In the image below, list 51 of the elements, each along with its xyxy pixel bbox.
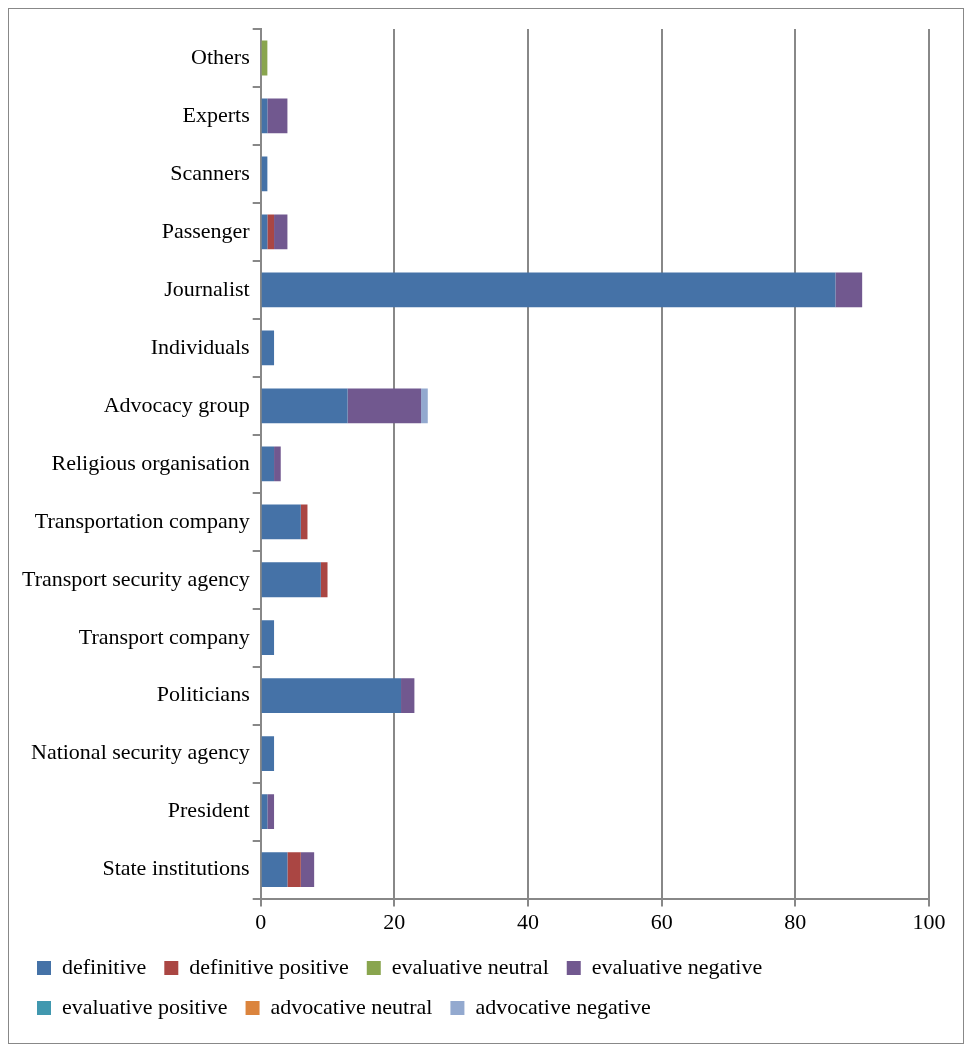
bar — [261, 330, 275, 366]
y-tick-label: Religious organisation — [51, 449, 250, 475]
bar — [274, 214, 288, 250]
y-tick-label: Passenger — [161, 217, 251, 243]
bar — [261, 736, 275, 772]
legend-label: evaluative positive — [62, 993, 228, 1019]
bar — [320, 562, 328, 598]
y-tick-label: Others — [191, 43, 250, 69]
legend-label: evaluative neutral — [391, 953, 549, 979]
bar — [261, 678, 402, 714]
legend-label: definitive — [62, 953, 147, 979]
bar — [261, 388, 348, 424]
bar — [835, 272, 863, 308]
y-tick-label: Transport security agency — [21, 565, 250, 591]
y-tick-label: National security agency — [30, 739, 250, 765]
legend-label: advocative neutral — [270, 993, 433, 1019]
bar — [261, 620, 275, 656]
y-tick-label: Journalist — [164, 275, 250, 301]
bar — [287, 852, 301, 888]
y-tick-label: Experts — [182, 101, 250, 127]
y-tick-label: Transport company — [78, 623, 250, 649]
bar — [261, 272, 836, 308]
bar — [261, 446, 275, 482]
bar — [274, 446, 281, 482]
bar — [300, 852, 315, 888]
y-tick-label: Scanners — [170, 159, 250, 185]
bar — [300, 504, 308, 540]
bar — [261, 852, 288, 888]
x-tick-label: 80 — [784, 908, 807, 934]
bar — [261, 504, 301, 540]
y-tick-label: Individuals — [150, 333, 250, 359]
y-tick-label: President — [167, 797, 250, 823]
y-tick-label: Advocacy group — [103, 391, 250, 417]
y-tick-label: State institutions — [102, 855, 250, 881]
bar — [267, 214, 275, 250]
legend-label: evaluative negative — [591, 953, 763, 979]
bar — [401, 678, 415, 714]
x-tick-label: 100 — [912, 908, 946, 934]
legend-label: advocative negative — [475, 993, 651, 1019]
bar — [421, 388, 428, 424]
x-tick-label: 0 — [255, 908, 267, 934]
bar — [261, 562, 321, 598]
y-tick-label: Politicians — [156, 681, 250, 707]
y-tick-label: Transportation company — [34, 507, 250, 533]
bar — [347, 388, 422, 424]
x-tick-label: 60 — [650, 908, 673, 934]
legend-label: definitive positive — [189, 953, 349, 979]
x-tick-label: 20 — [383, 908, 406, 934]
bar — [267, 794, 275, 830]
x-tick-label: 40 — [517, 908, 540, 934]
bar — [267, 98, 288, 134]
